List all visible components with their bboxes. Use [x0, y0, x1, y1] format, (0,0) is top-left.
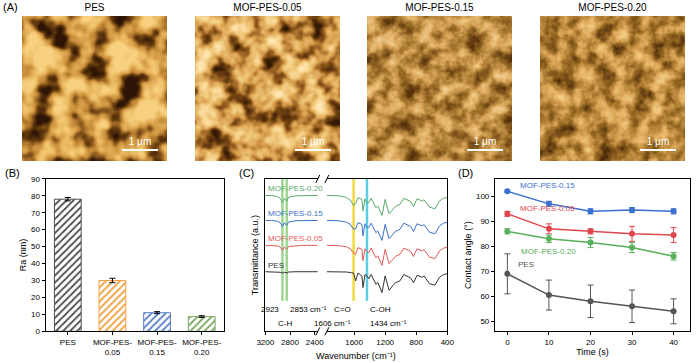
svg-text:10: 10	[544, 338, 553, 347]
svg-text:80: 80	[480, 242, 489, 251]
svg-text:PES: PES	[60, 338, 76, 347]
svg-text:MOF-PES-0.05: MOF-PES-0.05	[520, 204, 575, 213]
svg-text:MOF-PES-0.15: MOF-PES-0.15	[138, 338, 177, 357]
svg-text:MOF-PES-0.20: MOF-PES-0.20	[182, 338, 221, 357]
svg-text:70: 70	[480, 267, 489, 276]
svg-text:Contact angle (°): Contact angle (°)	[463, 221, 473, 289]
svg-text:PES: PES	[518, 260, 534, 269]
svg-text:1606 cm⁻¹: 1606 cm⁻¹	[314, 319, 351, 328]
svg-text:MOF-PES-0.20: MOF-PES-0.20	[268, 184, 323, 193]
svg-text:2400: 2400	[306, 338, 324, 347]
svg-text:1 μm: 1 μm	[647, 136, 669, 147]
svg-text:80: 80	[31, 192, 40, 201]
svg-text:(B): (B)	[5, 167, 20, 179]
svg-text:50: 50	[31, 242, 40, 251]
svg-text:40: 40	[669, 338, 678, 347]
svg-text:1200: 1200	[376, 338, 394, 347]
svg-text:Time (s): Time (s)	[576, 347, 609, 357]
svg-text:60: 60	[480, 292, 489, 301]
svg-text:60: 60	[31, 225, 40, 234]
svg-text:1600: 1600	[345, 338, 363, 347]
svg-text:400: 400	[441, 338, 455, 347]
svg-text:30: 30	[31, 276, 40, 285]
html-text:PES: PES	[84, 2, 105, 13]
svg-text:20: 20	[586, 338, 595, 347]
svg-text:C-H: C-H	[278, 319, 292, 328]
svg-text:100: 100	[476, 192, 490, 201]
svg-text:Ra (nm): Ra (nm)	[18, 239, 28, 272]
svg-text:70: 70	[31, 209, 40, 218]
svg-text:(D): (D)	[458, 167, 473, 179]
svg-text:10: 10	[31, 310, 40, 319]
svg-text:90: 90	[31, 175, 40, 184]
svg-text:0: 0	[35, 327, 40, 336]
svg-text:1434 cm⁻¹: 1434 cm⁻¹	[370, 319, 407, 328]
html-text:MOF-PES-0.20: MOF-PES-0.20	[578, 2, 647, 13]
html-text:MOF-PES-0.05: MOF-PES-0.05	[233, 2, 302, 13]
svg-text:30: 30	[628, 338, 637, 347]
svg-text:Wavenumber (cm⁻¹): Wavenumber (cm⁻¹)	[316, 351, 396, 361]
svg-text:PES: PES	[268, 261, 284, 270]
svg-text:2923: 2923	[261, 305, 279, 314]
svg-text:MOF-PES-0.20: MOF-PES-0.20	[521, 247, 576, 256]
svg-text:1 μm: 1 μm	[129, 136, 151, 147]
svg-text:Transmittance (a.u.): Transmittance (a.u.)	[250, 215, 260, 295]
html-text:MOF-PES-0.15: MOF-PES-0.15	[405, 2, 474, 13]
svg-text:0: 0	[505, 338, 510, 347]
svg-text:MOF-PES-0.15: MOF-PES-0.15	[268, 209, 323, 218]
svg-text:MOF-PES-0.05: MOF-PES-0.05	[93, 338, 132, 357]
svg-text:(C): (C)	[239, 167, 254, 179]
svg-text:3200: 3200	[256, 338, 274, 347]
svg-text:800: 800	[410, 338, 424, 347]
svg-text:90: 90	[480, 217, 489, 226]
svg-text:C=O: C=O	[334, 305, 351, 314]
svg-text:40: 40	[31, 259, 40, 268]
svg-text:1 μm: 1 μm	[474, 136, 496, 147]
svg-text:1 μm: 1 μm	[302, 136, 324, 147]
html-text:(A): (A)	[3, 1, 18, 13]
svg-text:C-OH: C-OH	[370, 305, 391, 314]
svg-text:MOF-PES-0.15: MOF-PES-0.15	[520, 181, 575, 190]
svg-text:2800: 2800	[281, 338, 299, 347]
svg-text:50: 50	[480, 317, 489, 326]
svg-text:2853 cm⁻¹: 2853 cm⁻¹	[290, 305, 327, 314]
svg-text:20: 20	[31, 293, 40, 302]
svg-text:MOF-PES-0.05: MOF-PES-0.05	[268, 234, 323, 243]
